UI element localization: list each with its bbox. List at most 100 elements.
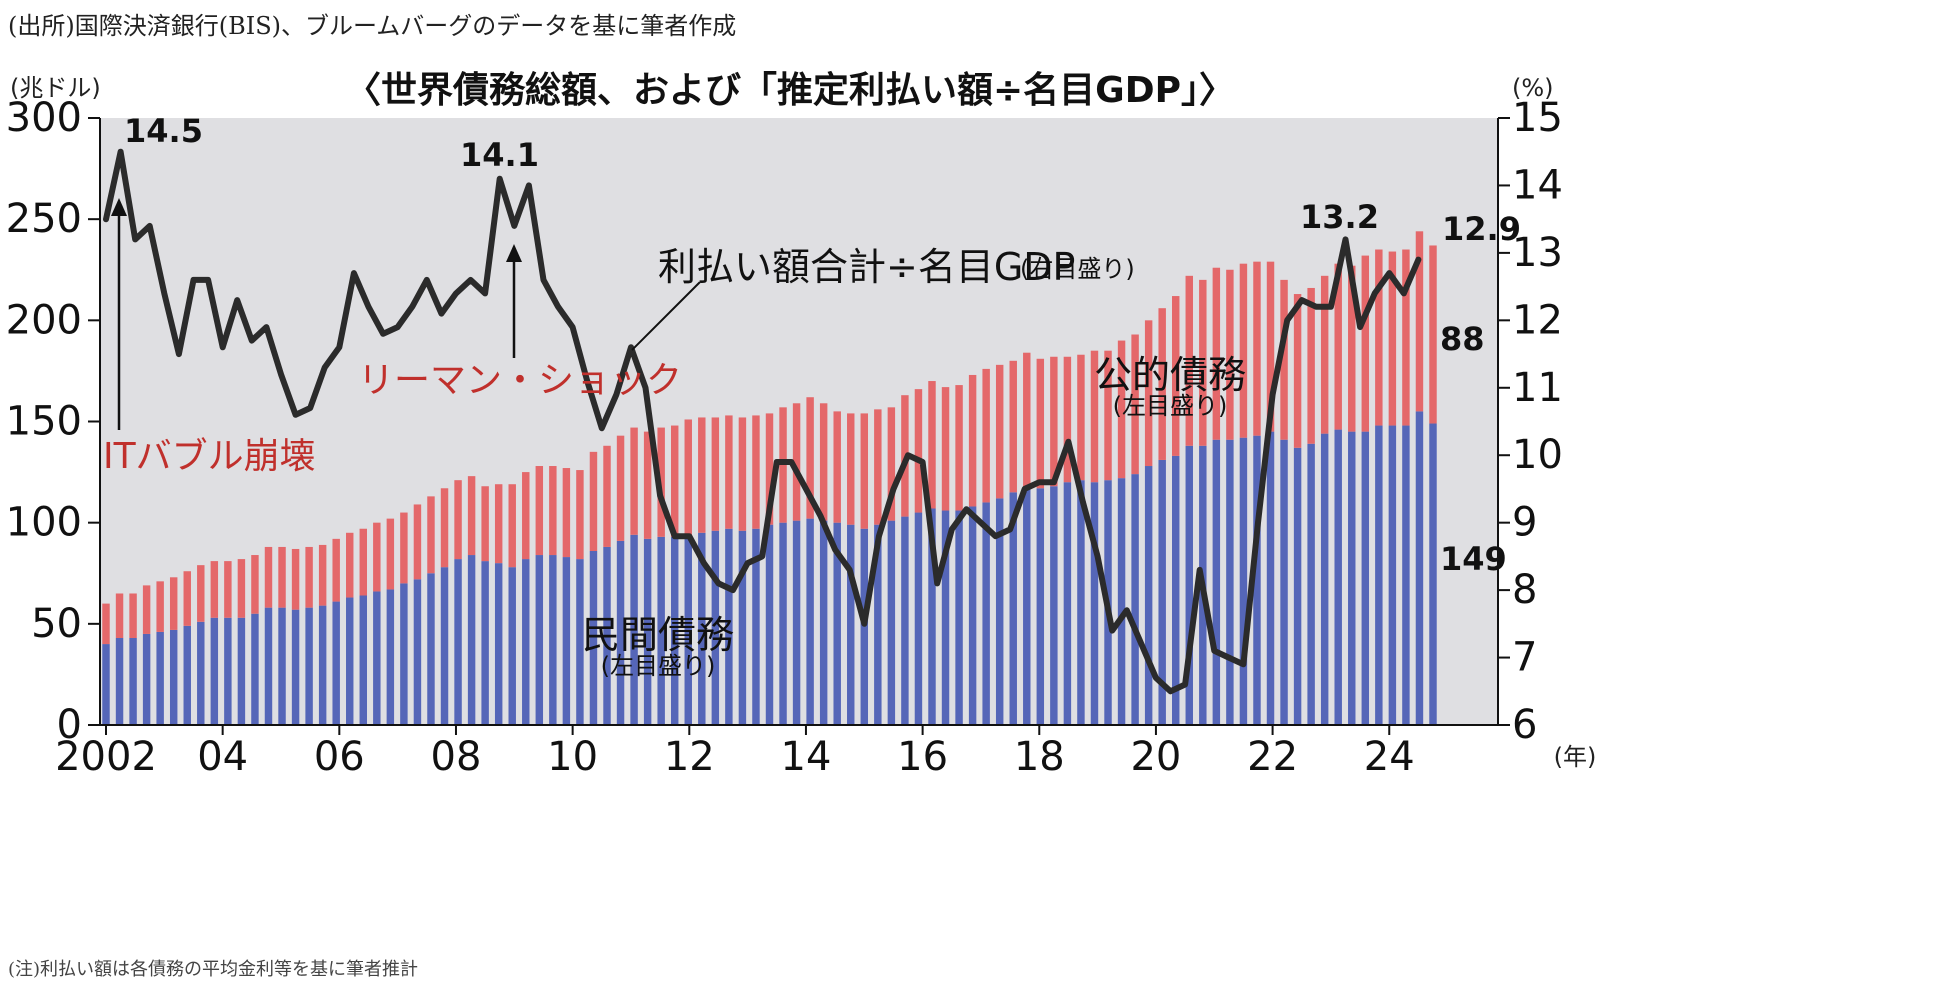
public-debt-bar	[278, 546, 286, 608]
chart-title: 〈世界債務総額、および「推定利払い額÷名目GDP」〉	[345, 70, 1235, 111]
public-debt-bar	[711, 417, 720, 531]
public-debt-bar	[1307, 287, 1315, 444]
x-tick-label: 20	[1130, 734, 1181, 780]
public-debt-bar	[738, 417, 747, 531]
private-debt-bar	[1063, 482, 1072, 725]
private-debt-bar	[1266, 431, 1275, 725]
public-debt-bar	[698, 417, 706, 533]
private-debt-bar	[467, 555, 476, 725]
private-debt-bar	[779, 522, 787, 725]
private-debt-bar	[860, 528, 869, 725]
x-tick-label: 16	[897, 734, 948, 780]
source-note: (出所)国際決済銀行(BIS)、ブルームバーグのデータを基に筆者作成	[8, 12, 737, 40]
private-debt-bar	[115, 637, 124, 725]
public-debt-bar	[779, 407, 787, 523]
public-debt-bar	[1185, 275, 1193, 446]
public-debt-bar	[373, 522, 381, 592]
public-debt-bar	[467, 476, 476, 556]
private-debt-bar	[291, 609, 300, 725]
private-debt-bar	[684, 536, 692, 725]
private-debt-bar	[1361, 431, 1370, 725]
private-debt-bar	[427, 573, 435, 725]
public-debt-bar	[1429, 245, 1437, 424]
private-debt-bar	[1320, 433, 1329, 725]
private-debt-bar	[413, 579, 422, 725]
private-debt-bar	[576, 559, 584, 725]
line-label: 利払い額合計÷名目GDP	[658, 245, 1075, 289]
public-debt-bar	[237, 559, 246, 618]
private-debt-bar	[995, 498, 1004, 725]
public-debt-bar	[1036, 358, 1045, 489]
public-debt-bar	[1280, 279, 1288, 440]
private-debt-bar	[440, 567, 449, 725]
public-debt-bar	[684, 419, 692, 537]
private-debt-bar	[1117, 478, 1126, 725]
public-debt-bar	[1117, 340, 1126, 479]
public-debt-bar	[928, 381, 936, 509]
public-debt-bar	[616, 435, 625, 541]
public-debt-bar	[630, 427, 638, 535]
private-debt-bar	[616, 540, 625, 725]
private-debt-bar	[454, 559, 462, 725]
private-debt-bar	[725, 528, 733, 725]
private-debt-bar	[400, 583, 408, 725]
private-debt-bar	[1226, 439, 1234, 725]
public-debt-bar	[1375, 249, 1383, 426]
left-axis-unit: (兆ドル)	[10, 74, 101, 102]
x-tick-label: 22	[1247, 734, 1298, 780]
public-debt-bar	[400, 512, 408, 584]
left-tick-label: 100	[6, 500, 82, 546]
line-label-sub: (右目盛り)	[1020, 255, 1135, 283]
public-debt-bar	[1226, 269, 1234, 440]
private-debt-bar	[819, 520, 828, 725]
public-debt-bar	[806, 397, 814, 519]
private-debt-bar	[562, 557, 571, 725]
private-debt-bar	[251, 613, 259, 725]
public-debt-bar	[1023, 352, 1031, 489]
public-debt-bar	[1402, 249, 1410, 426]
private-debt-bar	[156, 631, 164, 725]
public-debt-bar	[318, 544, 327, 606]
private-debt-bar	[1293, 447, 1302, 725]
private-debt-bar	[332, 601, 340, 725]
public-debt-bar	[1158, 308, 1166, 460]
x-tick-label: 06	[314, 734, 365, 780]
public-debt-bar	[968, 374, 977, 507]
public-debt-bar	[1266, 261, 1275, 432]
public-debt-bar	[264, 546, 273, 608]
public-debt-bar	[1104, 350, 1112, 481]
right-tick-label: 7	[1512, 635, 1537, 681]
private-debt-bar	[1429, 423, 1437, 725]
public-debt-bar	[1293, 294, 1302, 448]
public-debt-bar	[386, 518, 395, 590]
public-debt-bar	[1253, 261, 1261, 436]
right-tick-label: 14	[1512, 162, 1563, 208]
private-debt-bar	[305, 607, 313, 725]
public-debt-bar	[1212, 267, 1221, 440]
x-tick-label: 10	[547, 734, 598, 780]
right-tick-label: 11	[1512, 365, 1563, 411]
public-debt-bar	[1199, 279, 1207, 446]
private-debt-bar	[968, 506, 977, 725]
private-debt-bar	[142, 633, 151, 725]
public-debt-bar	[670, 425, 679, 537]
x-tick-label: 2002	[55, 734, 157, 780]
end-public-label: 88	[1440, 320, 1485, 358]
end-private-label: 149	[1440, 540, 1507, 578]
x-tick-label: 24	[1364, 734, 1415, 780]
public-debt-bar	[549, 466, 557, 556]
x-tick-label: 08	[431, 734, 482, 780]
public-debt-bar	[589, 451, 598, 551]
private-debt-bar	[494, 563, 503, 725]
public-debt-bar	[454, 480, 462, 560]
private-debt-bar	[1280, 439, 1288, 725]
public-debt-bar	[494, 484, 503, 564]
public-debt-bar	[291, 548, 300, 610]
public-debt-bar	[765, 413, 774, 525]
public-debt-bar	[1172, 296, 1180, 456]
private-debt-bar	[941, 510, 950, 725]
private-debt-bar	[508, 567, 516, 725]
private-debt-bar	[481, 561, 489, 725]
public-debt-bar	[1361, 255, 1370, 432]
public-debt-bar	[792, 403, 801, 521]
